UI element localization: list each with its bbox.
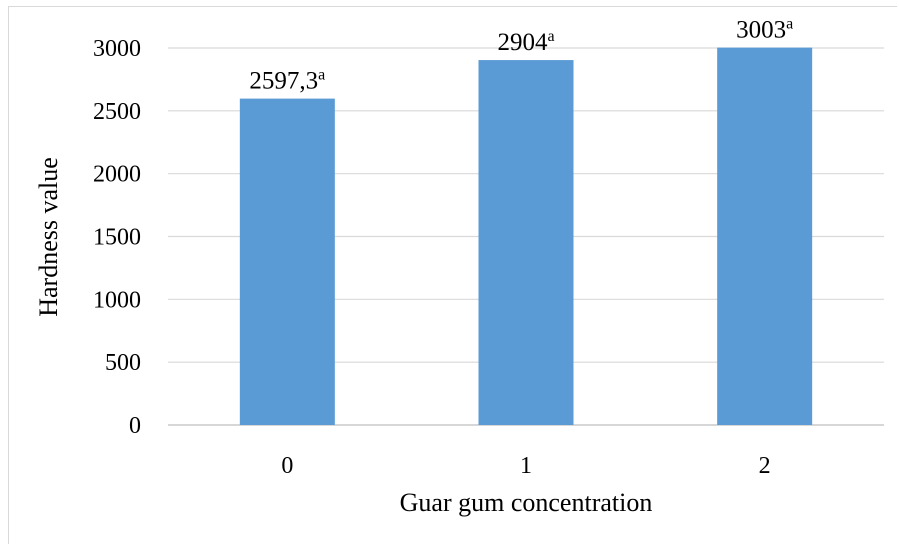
y-tick-label: 500 xyxy=(105,350,141,376)
bar xyxy=(717,47,813,426)
data-label: 2597,3a xyxy=(249,67,325,95)
y-tick-label: 1500 xyxy=(93,225,141,251)
x-tick-label: 2 xyxy=(759,453,771,479)
y-tick-label: 2500 xyxy=(93,99,141,125)
y-tick-label: 3000 xyxy=(93,36,141,62)
y-tick-label: 0 xyxy=(129,413,141,439)
bar xyxy=(478,60,574,426)
x-axis-title: Guar gum concentration xyxy=(400,488,653,517)
y-tick-label: 2000 xyxy=(93,162,141,188)
y-tick-label: 1000 xyxy=(93,287,141,313)
data-labels: 2597,3a 2904a 3003a xyxy=(249,16,793,95)
x-tick-labels: 0 1 2 xyxy=(281,453,770,479)
y-tick-labels: 0 500 1000 1500 2000 2500 3000 xyxy=(93,36,141,439)
x-tick-label: 0 xyxy=(281,453,293,479)
bar xyxy=(239,98,335,426)
bars xyxy=(239,47,813,426)
x-tick-label: 1 xyxy=(520,453,532,479)
y-axis-title: Hardness value xyxy=(34,157,63,317)
chart-frame xyxy=(8,6,897,544)
data-label: 3003a xyxy=(736,16,793,44)
data-label: 2904a xyxy=(497,28,554,56)
